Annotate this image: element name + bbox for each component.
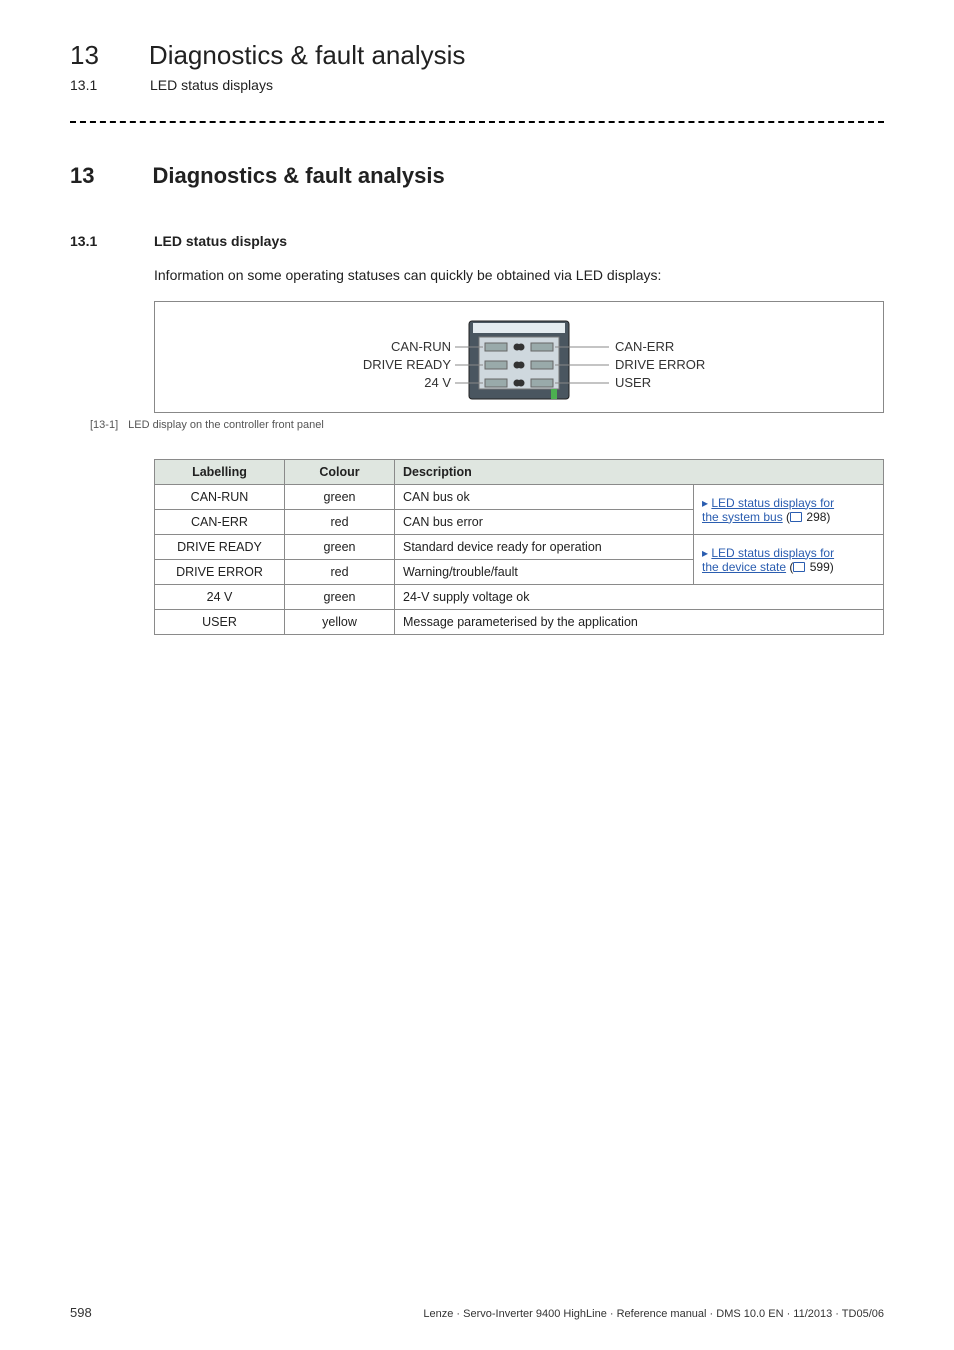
header-divider [70, 121, 884, 123]
page-icon [790, 512, 802, 522]
svg-text:DRIVE READY: DRIVE READY [363, 357, 451, 372]
table-row: DRIVE READY green Standard device ready … [155, 535, 884, 560]
cell-description: 24-V supply voltage ok [395, 585, 884, 610]
chapter-heading-number: 13 [70, 163, 94, 189]
cell-colour: green [285, 485, 395, 510]
xref-page: 599 [810, 560, 830, 574]
section-heading: 13.1 LED status displays [70, 233, 884, 249]
xref-link[interactable]: LED status displays for [711, 496, 834, 510]
footer-page-number: 598 [70, 1305, 92, 1320]
xref-paren: ( 298) [786, 510, 830, 524]
running-header: 13 Diagnostics & fault analysis [70, 40, 884, 71]
chapter-heading-title: Diagnostics & fault analysis [152, 163, 444, 189]
page-icon [793, 562, 805, 572]
section-heading-number: 13.1 [70, 233, 104, 249]
th-description: Description [395, 460, 884, 485]
svg-text:CAN-RUN: CAN-RUN [391, 339, 451, 354]
header-chapter-title: Diagnostics & fault analysis [149, 40, 465, 71]
xref-page: 298 [806, 510, 826, 524]
figure-caption-tag: [13-1] [90, 419, 118, 431]
cell-description: CAN bus error [395, 510, 694, 535]
section-heading-title: LED status displays [154, 233, 287, 249]
cell-labelling: CAN-ERR [155, 510, 285, 535]
cell-labelling: USER [155, 610, 285, 635]
footer-doc-info: Lenze · Servo-Inverter 9400 HighLine · R… [423, 1308, 884, 1320]
cell-colour: red [285, 510, 395, 535]
cell-labelling: 24 V [155, 585, 285, 610]
header-section-title: LED status displays [150, 77, 273, 93]
svg-text:USER: USER [615, 375, 651, 390]
svg-text:24 V: 24 V [424, 375, 451, 390]
cell-colour: yellow [285, 610, 395, 635]
cell-colour: green [285, 535, 395, 560]
xref-link-text[interactable]: the device state [702, 560, 786, 574]
running-subheader: 13.1 LED status displays [70, 77, 884, 93]
chapter-heading: 13 Diagnostics & fault analysis [70, 163, 884, 189]
table-row: CAN-RUN green CAN bus ok ▸ LED status di… [155, 485, 884, 510]
table-row: USER yellow Message parameterised by the… [155, 610, 884, 635]
xref-system-bus: ▸ LED status displays for the system bus… [694, 485, 884, 535]
cell-colour: green [285, 585, 395, 610]
th-colour: Colour [285, 460, 395, 485]
figure-caption: [13-1] LED display on the controller fro… [70, 419, 884, 431]
xref-paren: ( 599) [789, 560, 833, 574]
header-chapter-number: 13 [70, 40, 99, 71]
cell-description: Message parameterised by the application [395, 610, 884, 635]
led-figure: CAN-RUN DRIVE READY 24 V CAN-ERR DRIVE ERROR… [154, 301, 884, 413]
figure-caption-text: LED display on the controller front pane… [128, 419, 324, 431]
cell-description: CAN bus ok [395, 485, 694, 510]
cell-description: Warning/trouble/fault [395, 560, 694, 585]
xref-device-state: ▸ LED status displays for the device sta… [694, 535, 884, 585]
header-section-number: 13.1 [70, 77, 100, 93]
led-table-wrap: Labelling Colour Description CAN-RUN gre… [154, 459, 884, 635]
th-labelling: Labelling [155, 460, 285, 485]
led-diagram-svg: CAN-RUN DRIVE READY 24 V CAN-ERR DRIVE ERROR… [259, 307, 779, 407]
cell-labelling: CAN-RUN [155, 485, 285, 510]
xref-link[interactable]: LED status displays for [711, 546, 834, 560]
xref-arrow-icon: ▸ [702, 546, 708, 560]
cell-colour: red [285, 560, 395, 585]
cell-description: Standard device ready for operation [395, 535, 694, 560]
svg-text:DRIVE ERROR: DRIVE ERROR [615, 357, 705, 372]
page-footer: 598 Lenze · Servo-Inverter 9400 HighLine… [70, 1305, 884, 1320]
xref-link-text[interactable]: the system bus [702, 510, 783, 524]
cell-labelling: DRIVE READY [155, 535, 285, 560]
xref-arrow-icon: ▸ [702, 496, 708, 510]
led-status-table: Labelling Colour Description CAN-RUN gre… [154, 459, 884, 635]
svg-text:CAN-ERR: CAN-ERR [615, 339, 674, 354]
intro-paragraph: Information on some operating statuses c… [154, 267, 884, 283]
cell-labelling: DRIVE ERROR [155, 560, 285, 585]
table-row: 24 V green 24-V supply voltage ok [155, 585, 884, 610]
